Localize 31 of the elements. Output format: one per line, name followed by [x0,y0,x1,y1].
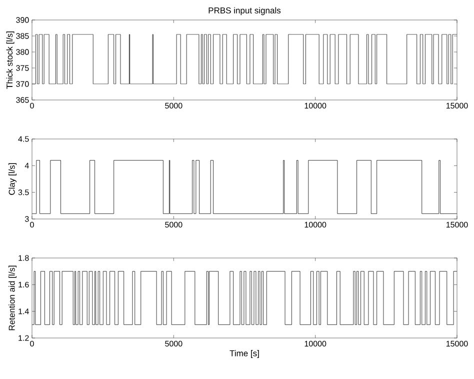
x-tick-label: 15000 [446,222,468,228]
y-tick-label: 380 [16,49,29,55]
y-axis-title: Clay [l/s] [8,163,16,195]
x-tick-label: 10000 [304,222,326,228]
y-tick-label: 1.2 [18,335,29,341]
y-tick-label: 3 [24,216,29,222]
x-tick-label: 5000 [165,340,182,347]
x-tick-label: 0 [30,222,34,228]
x-tick-label: 10000 [304,102,326,109]
x-axis-title: Time [s] [230,350,259,358]
y-axis-title: Retention aid [l/s] [8,266,16,330]
y-tick-label: 3.5 [18,189,29,196]
y-axis-title: Thick stock [l/s] [6,32,14,89]
x-tick-label: 10000 [304,340,326,347]
y-tick-label: 4 [24,162,29,168]
chart-title: PRBS input signals [208,7,281,16]
x-tick-label: 0 [30,340,34,347]
y-tick-label: 4.5 [18,136,29,142]
y-tick-label: 375 [16,65,29,71]
y-tick-label: 1.6 [18,282,29,288]
x-tick-label: 0 [30,102,34,109]
y-tick-label: 365 [16,97,29,103]
y-tick-label: 1.4 [18,308,29,314]
y-tick-label: 370 [16,81,29,87]
x-tick-label: 15000 [446,340,468,347]
x-tick-label: 15000 [446,102,468,109]
y-tick-label: 390 [16,17,29,23]
y-tick-label: 385 [16,33,29,39]
x-tick-label: 5000 [165,222,182,228]
y-tick-label: 1.8 [18,255,29,261]
x-tick-label: 5000 [165,102,182,109]
